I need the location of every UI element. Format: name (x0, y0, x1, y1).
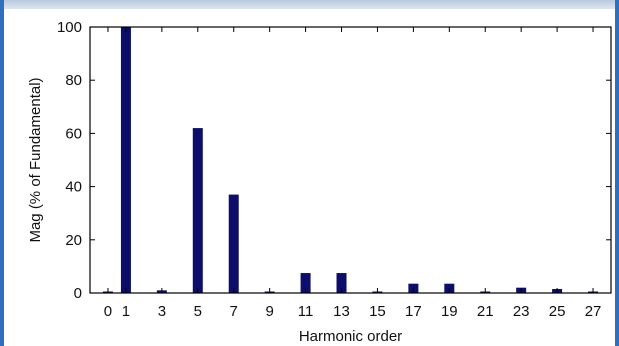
x-tick-label: 5 (194, 303, 202, 320)
x-axis-label: Harmonic order (299, 328, 402, 345)
bar-harmonic-11 (300, 273, 311, 293)
x-tick-label: 9 (265, 303, 273, 320)
window-frame-left (0, 0, 4, 346)
bar-harmonic-5 (192, 128, 203, 293)
y-axis-label: Mag (% of Fundamental) (27, 77, 44, 242)
y-tick-label: 80 (65, 72, 82, 89)
x-tick-label: 3 (158, 303, 166, 320)
bar-harmonic-13 (336, 273, 347, 293)
y-tick-label: 100 (57, 19, 82, 36)
x-tick-label: 19 (441, 303, 458, 320)
y-tick-label: 40 (65, 179, 82, 196)
y-ticks-group: 0 20 40 60 80 100 (57, 19, 611, 302)
x-tick-label: 23 (513, 303, 530, 320)
x-tick-label: 7 (230, 303, 238, 320)
x-tick-label: 11 (298, 303, 314, 320)
y-tick-label: 20 (65, 232, 82, 249)
bar-harmonic-1 (120, 27, 131, 293)
x-tick-label: 25 (549, 303, 566, 320)
x-tick-label: 0 (104, 303, 112, 320)
x-ticks-group: 0 1 3 5 7 9 11 13 15 17 19 21 23 25 27 (104, 27, 602, 320)
bars-group (102, 27, 599, 293)
x-tick-label: 1 (122, 303, 130, 320)
x-tick-label: 27 (585, 303, 602, 320)
x-tick-label: 13 (333, 303, 350, 320)
x-tick-label: 17 (405, 303, 422, 320)
axes-box (89, 26, 612, 294)
x-tick-label: 15 (369, 303, 386, 320)
y-tick-label: 0 (74, 285, 82, 302)
x-tick-label: 21 (477, 303, 494, 320)
bar-harmonic-7 (228, 194, 239, 293)
window-frame-top (0, 0, 619, 9)
y-tick-label: 60 (65, 125, 82, 142)
window-frame-right (615, 0, 619, 346)
